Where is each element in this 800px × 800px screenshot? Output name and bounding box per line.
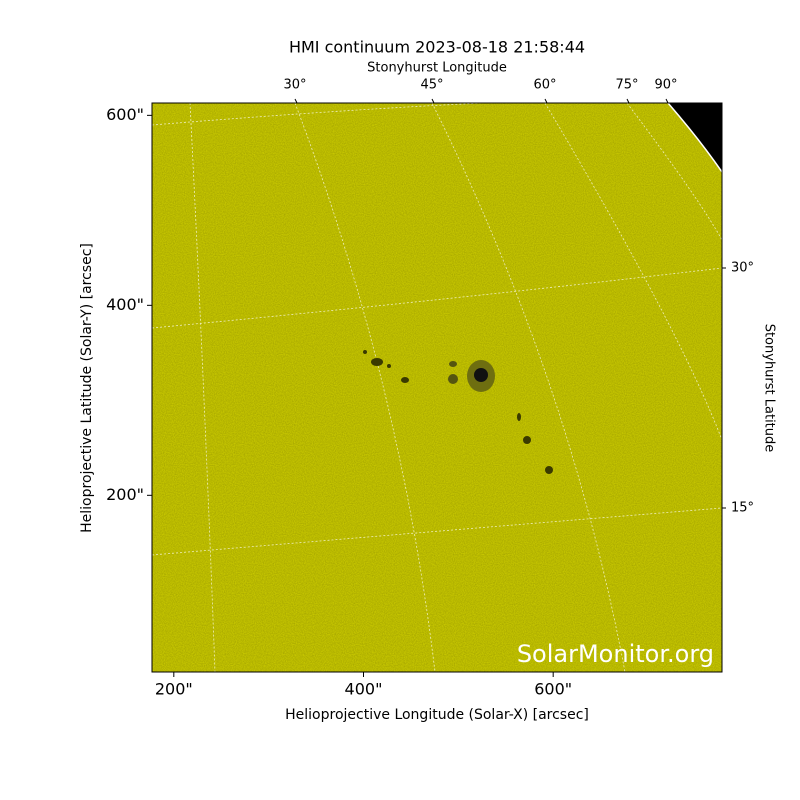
plot-frame [151,102,723,673]
y-tick-label: 200" [106,485,144,504]
x-tick-label: 400" [345,680,383,699]
y-tick-label: 400" [106,295,144,314]
y-axis-label: Helioprojective Latitude (Solar-Y) [arcs… [79,243,95,533]
lon-tick [431,98,435,104]
sunspots [363,350,553,474]
image-texture [152,103,722,672]
top-axis-label: Stonyhurst Longitude [367,61,507,76]
lon-tick [626,98,630,104]
watermark: SolarMonitor.org [517,640,714,668]
lon-tick-label: 75° [615,78,638,93]
right-axis-label: Stonyhurst Latitude [762,324,777,453]
space [668,103,722,172]
lon-tick-label: 30° [283,78,306,93]
lon-tick [665,98,669,104]
lat-tick-label: 30° [731,261,754,276]
x-tick-label: 600" [534,680,572,699]
lon-tick [294,98,298,104]
lat-tick-label: 15° [731,501,754,516]
chart-title: HMI continuum 2023-08-18 21:58:44 [289,38,585,57]
lon-tick-label: 45° [420,78,443,93]
limb [667,103,722,173]
lon-tick [544,98,548,104]
x-tick-label: 200" [155,680,193,699]
lon-tick-label: 90° [654,78,677,93]
y-tick-label: 600" [106,105,144,124]
lon-tick-label: 60° [533,78,556,93]
x-axis-label: Helioprojective Longitude (Solar-X) [arc… [285,707,589,723]
image-features [152,103,722,672]
coordinate-grid [152,103,722,672]
